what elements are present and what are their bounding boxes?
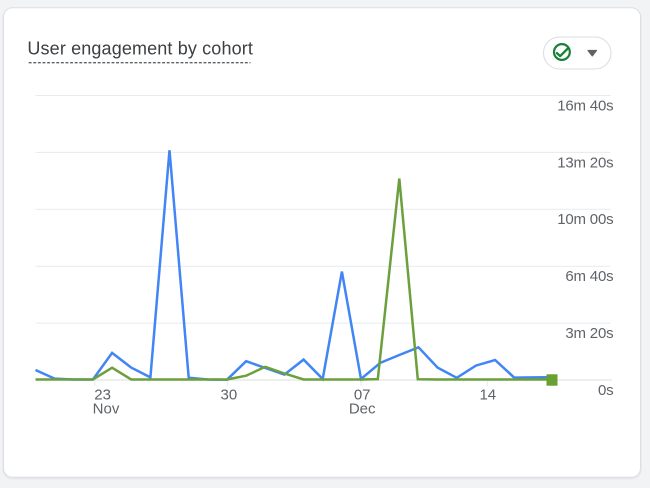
svg-text:Dec: Dec	[349, 400, 376, 417]
svg-text:30: 30	[221, 387, 238, 404]
svg-text:3m 20s: 3m 20s	[565, 325, 613, 342]
svg-text:16m 40s: 16m 40s	[557, 97, 613, 114]
svg-text:0s: 0s	[598, 382, 613, 399]
svg-text:23: 23	[94, 387, 111, 404]
svg-text:07: 07	[354, 387, 371, 404]
svg-text:User engagement by cohort: User engagement by cohort	[27, 39, 253, 59]
svg-text:13m 20s: 13m 20s	[557, 154, 613, 171]
svg-text:6m 40s: 6m 40s	[565, 268, 613, 285]
svg-text:10m 00s: 10m 00s	[557, 211, 613, 228]
svg-text:14: 14	[479, 387, 496, 404]
svg-text:Nov: Nov	[93, 400, 120, 417]
